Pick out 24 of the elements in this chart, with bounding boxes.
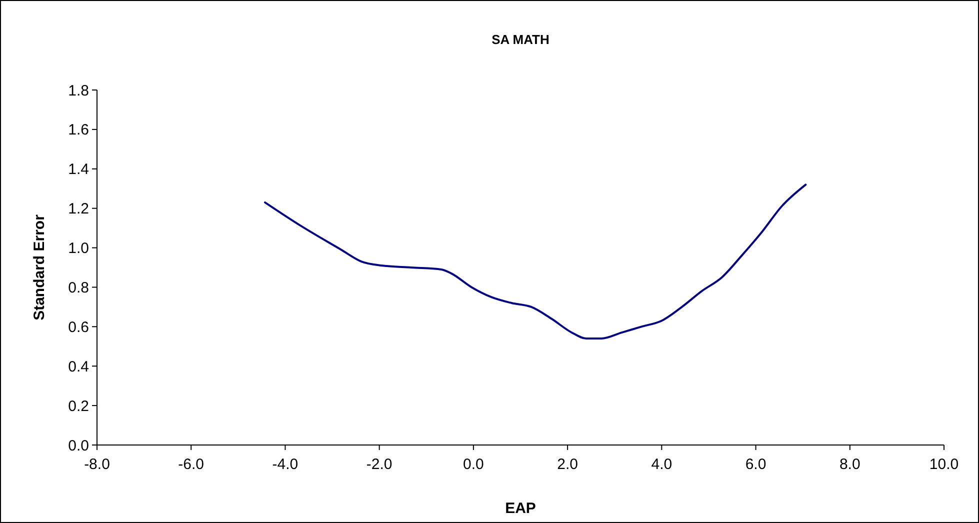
x-tick-label: -6.0	[178, 456, 204, 473]
y-tick-label: 1.2	[68, 200, 89, 218]
y-tick-label: 1.8	[68, 82, 89, 100]
line-series	[264, 184, 807, 340]
x-tick-label: 2.0	[557, 456, 578, 473]
x-tick-label: -4.0	[272, 456, 298, 473]
y-tick-label: 0.8	[68, 279, 89, 296]
x-axis-title: EAP	[505, 500, 536, 517]
x-tick-label: -8.0	[84, 456, 110, 473]
x-tick-label: 8.0	[839, 456, 860, 473]
x-tick-label: -2.0	[366, 456, 392, 473]
y-tick-label: 0.6	[68, 318, 89, 336]
x-tick-label: 4.0	[651, 456, 672, 473]
x-tick-label: 6.0	[745, 456, 766, 473]
y-tick-label: 0.0	[68, 437, 89, 454]
x-tick-label: 10.0	[929, 456, 959, 473]
y-tick-label: 1.0	[68, 240, 89, 258]
y-tick-label: 0.4	[68, 358, 89, 376]
y-tick-label: 0.2	[68, 398, 89, 415]
chart-title: SA MATH	[492, 32, 550, 47]
y-tick-label: 1.6	[68, 122, 89, 139]
y-axis-title: Standard Error	[31, 214, 48, 320]
y-tick-label: 1.4	[68, 161, 89, 178]
x-tick-label: 0.0	[463, 456, 484, 473]
